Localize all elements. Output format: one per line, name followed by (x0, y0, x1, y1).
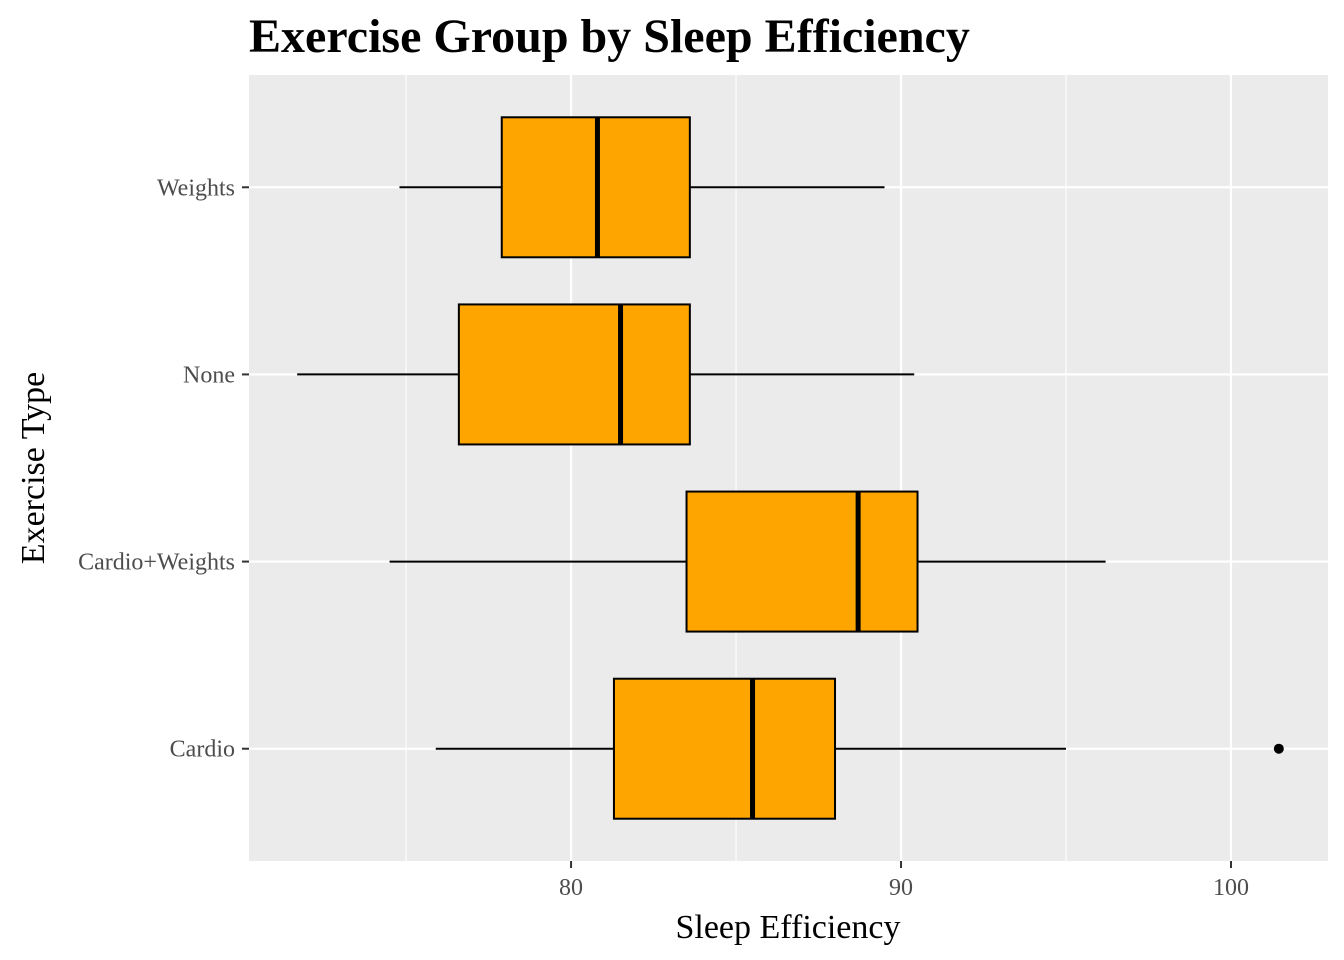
x-axis-label: Sleep Efficiency (675, 909, 900, 946)
y-tick-label: Cardio+Weights (78, 550, 235, 576)
y-tick-label: Weights (157, 175, 235, 201)
outlier-point (1273, 743, 1284, 754)
box-none (457, 303, 691, 446)
y-tick-label: Cardio (170, 737, 235, 763)
y-axis-label: Exercise Type (15, 372, 52, 564)
x-tick-label: 90 (889, 875, 913, 901)
x-tick-label: 100 (1213, 875, 1249, 901)
x-tick-label: 80 (559, 875, 583, 901)
chart-title: Exercise Group by Sleep Efficiency (249, 10, 970, 63)
box-cardio-weights (685, 490, 919, 633)
y-tick-label: None (183, 362, 235, 388)
box-cardio (612, 677, 837, 820)
